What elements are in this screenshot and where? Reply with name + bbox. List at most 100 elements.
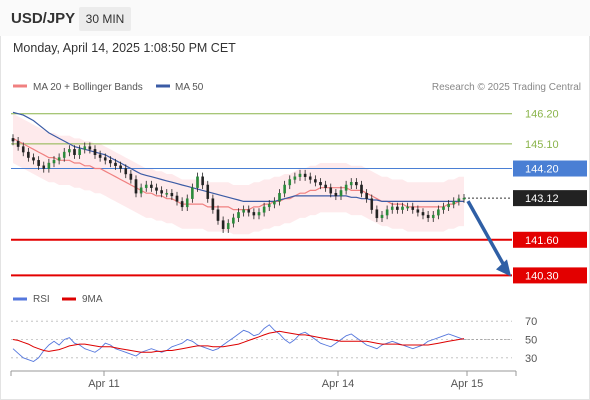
candle-body: [32, 157, 35, 161]
candle-body: [262, 206, 266, 213]
candle-body: [160, 190, 163, 194]
rsi-tick-label: 50: [525, 335, 537, 347]
candle-body: [257, 212, 261, 216]
candle-body: [129, 173, 133, 180]
candle: [257, 208, 261, 220]
time-tick-label: Apr 15: [451, 378, 483, 390]
candle-body: [226, 223, 230, 230]
candle: [109, 156, 112, 168]
support_2-tag: [513, 267, 587, 284]
candle-body: [21, 146, 25, 153]
candle-body: [11, 138, 15, 142]
candle: [293, 172, 297, 184]
currency-pair-title: USD/JPY: [11, 10, 76, 27]
candle-body: [57, 157, 61, 161]
candle: [88, 142, 92, 154]
candle-body: [119, 165, 122, 169]
candle-body: [93, 149, 97, 156]
candle-body: [42, 165, 46, 169]
candle-body: [196, 176, 199, 188]
candle: [334, 189, 338, 201]
pivot-tag: [513, 160, 587, 177]
candle-body: [462, 197, 466, 200]
candle-body: [216, 209, 220, 221]
candle-body: [421, 212, 425, 216]
candle: [447, 200, 450, 211]
candle: [68, 145, 71, 157]
candle: [114, 158, 117, 170]
timeframe-button[interactable]: 30 MIN: [79, 7, 131, 31]
candle-body: [237, 212, 240, 219]
candle: [385, 205, 389, 220]
candle: [267, 200, 271, 211]
candle: [47, 158, 51, 173]
candle: [165, 189, 169, 198]
rsi-tick-label: 30: [525, 353, 537, 365]
candle-body: [247, 209, 251, 213]
candle: [329, 183, 333, 198]
candle: [201, 172, 204, 190]
candle-body: [452, 201, 456, 205]
candle: [380, 211, 384, 222]
candle: [457, 194, 461, 206]
candle-body: [411, 206, 415, 210]
candle: [406, 202, 409, 211]
candle-body: [390, 206, 394, 210]
last-price-label: 143.12: [525, 193, 559, 205]
candle: [303, 169, 307, 181]
timestamp: Monday, April 14, 2025 1:08:50 PM CET: [13, 41, 236, 55]
candle: [355, 178, 358, 190]
candle-body: [124, 168, 128, 175]
candle: [319, 178, 322, 190]
candle: [206, 180, 210, 203]
candle-body: [426, 214, 430, 219]
candle: [185, 194, 189, 211]
candle: [242, 205, 245, 217]
candle-body: [416, 209, 420, 213]
ma50-line: [12, 111, 464, 202]
candle: [232, 213, 235, 228]
candle: [390, 202, 394, 214]
candle-body: [37, 160, 40, 166]
candle: [247, 205, 251, 217]
forecast-arrow-shaft: [466, 200, 506, 267]
candle-body: [206, 184, 210, 199]
candle-body: [380, 214, 384, 219]
candle: [396, 202, 399, 214]
candle-body: [324, 184, 327, 188]
candle-body: [431, 214, 435, 219]
candle-body: [308, 176, 312, 180]
candle-body: [242, 209, 245, 213]
candle-body: [370, 198, 374, 210]
candle: [32, 153, 35, 165]
candle: [314, 175, 317, 187]
candle-body: [298, 173, 302, 177]
candle: [278, 189, 281, 206]
candle-body: [396, 206, 399, 210]
candle-body: [114, 162, 117, 166]
candle-body: [88, 146, 92, 150]
candle: [16, 137, 20, 151]
candle-body: [139, 187, 143, 194]
candle: [411, 202, 415, 214]
candle: [288, 175, 292, 190]
candle-body: [27, 151, 30, 158]
candle: [426, 211, 430, 222]
candle-body: [211, 198, 215, 210]
candle: [134, 175, 138, 198]
candle: [83, 142, 87, 154]
credit-text: Research © 2025 Trading Central: [432, 82, 581, 93]
time-tick-label: Apr 11: [88, 378, 120, 390]
candle: [237, 208, 240, 222]
candle-body: [103, 157, 107, 161]
candle-body: [442, 206, 445, 210]
candle-body: [201, 176, 204, 186]
candle-body: [339, 190, 343, 197]
candle: [119, 161, 122, 173]
candle-body: [52, 160, 56, 164]
candle: [421, 208, 425, 220]
candle-body: [406, 206, 409, 209]
candle: [42, 161, 46, 173]
time-tick-label: Apr 14: [322, 378, 354, 390]
candle-body: [165, 192, 169, 195]
